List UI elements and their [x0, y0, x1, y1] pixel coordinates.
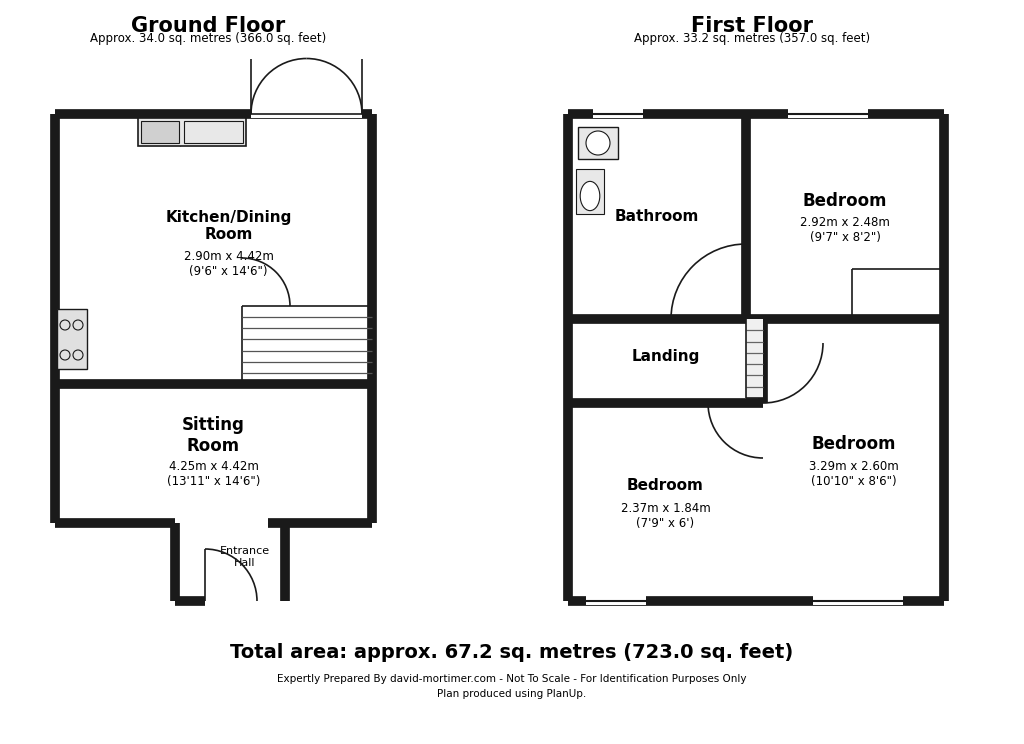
Bar	[746, 319, 763, 398]
Text: 2.92m x 2.48m
(9'7" x 8'2"): 2.92m x 2.48m (9'7" x 8'2")	[800, 217, 890, 245]
Bar	[578, 127, 618, 159]
Bar	[57, 309, 87, 369]
Bar	[788, 108, 868, 118]
Text: Total area: approx. 67.2 sq. metres (723.0 sq. feet): Total area: approx. 67.2 sq. metres (723…	[230, 643, 794, 661]
Ellipse shape	[581, 182, 600, 211]
Text: Bedroom: Bedroom	[803, 191, 887, 210]
Bar	[184, 121, 243, 143]
Text: 4.25m x 4.42m
(13'11" x 14'6"): 4.25m x 4.42m (13'11" x 14'6")	[167, 460, 260, 487]
Text: First Floor: First Floor	[691, 16, 813, 36]
Bar	[586, 595, 646, 605]
Bar	[575, 169, 604, 214]
Text: Kitchen/Dining
Room: Kitchen/Dining Room	[165, 210, 292, 243]
Bar	[813, 595, 903, 605]
Text: Bedroom: Bedroom	[811, 435, 896, 453]
Text: Ground Floor: Ground Floor	[131, 16, 285, 36]
Text: Approx. 33.2 sq. metres (357.0 sq. feet): Approx. 33.2 sq. metres (357.0 sq. feet)	[634, 32, 870, 45]
Bar	[57, 309, 87, 369]
Text: Entrance
Hall: Entrance Hall	[220, 546, 270, 568]
Text: Sitting
Room: Sitting Room	[182, 416, 245, 455]
Circle shape	[586, 131, 610, 155]
Bar	[138, 118, 246, 146]
Text: 2.37m x 1.84m
(7'9" x 6'): 2.37m x 1.84m (7'9" x 6')	[621, 502, 711, 530]
Text: Landing: Landing	[632, 348, 699, 364]
Bar	[141, 121, 179, 143]
Text: Plan produced using PlanUp.: Plan produced using PlanUp.	[437, 689, 587, 699]
Bar	[593, 108, 643, 118]
Bar	[141, 121, 179, 143]
Bar	[251, 106, 362, 118]
Text: 2.90m x 4.42m
(9'6" x 14'6"): 2.90m x 4.42m (9'6" x 14'6")	[183, 250, 273, 278]
Text: Expertly Prepared By david-mortimer.com - Not To Scale - For Identification Purp: Expertly Prepared By david-mortimer.com …	[278, 674, 746, 684]
Bar	[575, 169, 604, 214]
Text: Bathroom: Bathroom	[614, 209, 699, 224]
Bar	[138, 118, 246, 146]
Bar	[578, 127, 618, 159]
Text: Bedroom: Bedroom	[627, 478, 703, 493]
Text: Approx. 34.0 sq. metres (366.0 sq. feet): Approx. 34.0 sq. metres (366.0 sq. feet)	[90, 32, 326, 45]
Text: 3.29m x 2.60m
(10'10" x 8'6"): 3.29m x 2.60m (10'10" x 8'6")	[809, 460, 898, 488]
